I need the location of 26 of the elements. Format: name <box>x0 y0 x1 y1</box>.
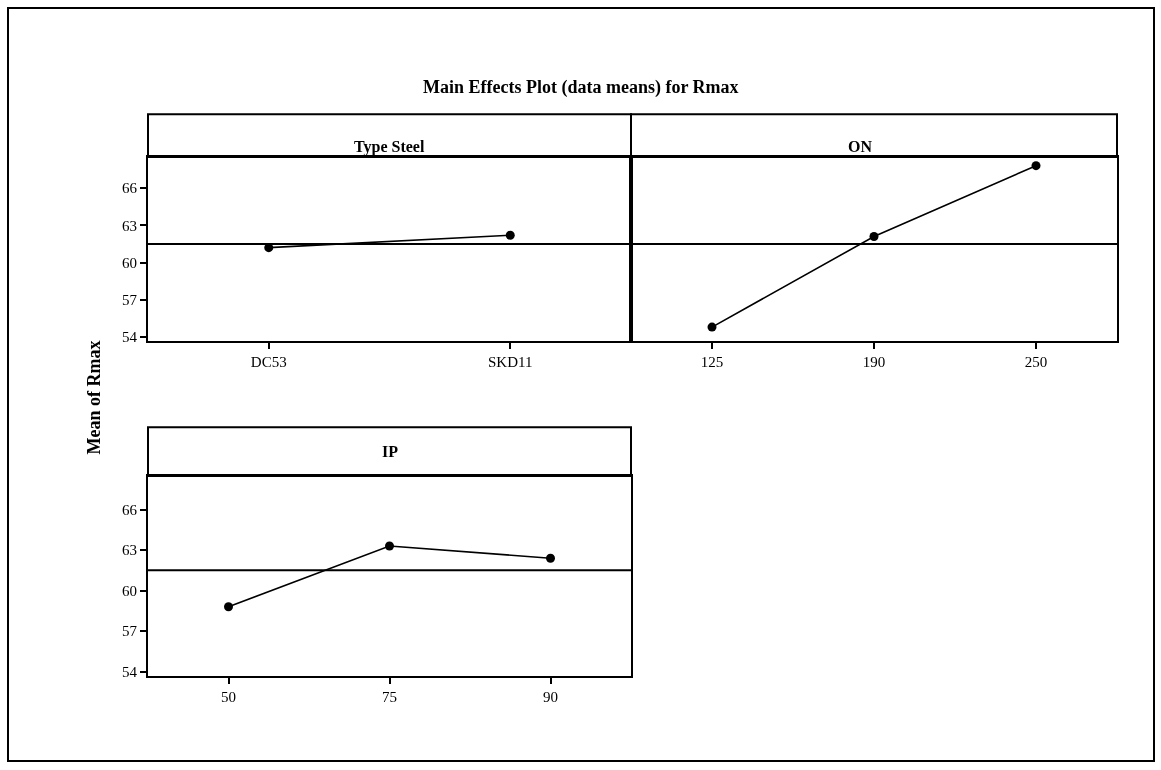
chart-title: Type Steel <box>354 138 425 156</box>
y-tick-label: 63 <box>122 542 137 559</box>
chart-title: ON <box>848 138 873 155</box>
point <box>546 553 555 563</box>
point <box>224 602 233 612</box>
x-tick-label: 90 <box>543 688 558 705</box>
x-tick-label: 75 <box>382 688 397 705</box>
y-tick-label: 54 <box>122 663 138 680</box>
y-tick-label: 57 <box>122 292 138 309</box>
x-tick-label: 50 <box>221 688 236 705</box>
x-tick-label: 250 <box>1024 353 1048 370</box>
y-tick-label: 54 <box>122 329 138 346</box>
y-axis-title: Mean of Rmax <box>83 340 104 455</box>
x-tick-label: SKD11 <box>488 353 533 370</box>
y-tick-label: 57 <box>122 623 138 640</box>
x-tick-label: 125 <box>700 353 724 370</box>
y-tick-label: 63 <box>122 217 137 234</box>
point <box>385 541 394 551</box>
y-tick-label: 60 <box>122 582 137 599</box>
y-tick-label: 66 <box>122 501 138 518</box>
text: Main Effects Plot (data means) for Rmax <box>423 77 739 98</box>
chart-title: IP <box>382 443 399 460</box>
x-tick-label: 190 <box>862 353 886 370</box>
y-tick-label: 66 <box>122 180 138 197</box>
x-tick-label: DC53 <box>250 353 287 370</box>
y-tick-label: 60 <box>122 254 137 271</box>
